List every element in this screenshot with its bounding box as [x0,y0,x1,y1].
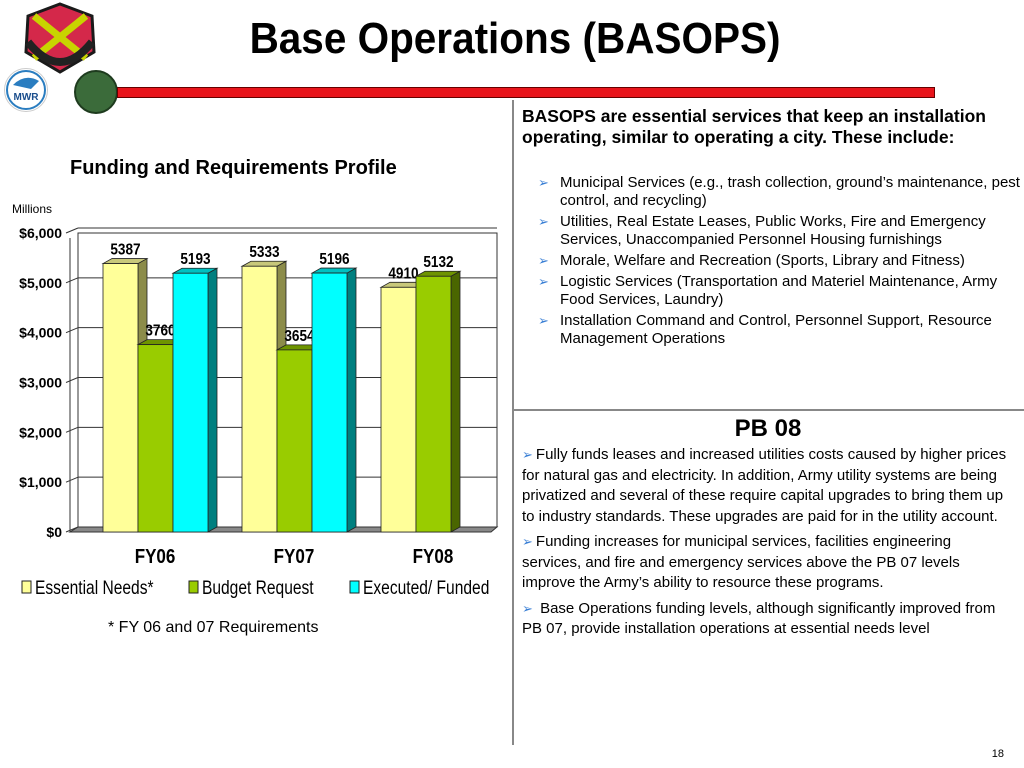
bar [415,275,452,533]
chart-title: Funding and Requirements Profile [70,157,397,179]
y-tick [65,327,79,334]
y-tick-label: $2,000 [19,424,62,440]
list-item-text: Utilities, Real Estate Leases, Public Wo… [560,213,986,248]
page-title: Base Operations (BASOPS) [249,14,781,63]
list-item: ➢ Fully funds leases and increased utilit… [522,445,1012,527]
y-tick [65,227,79,234]
arrow-bullet-icon: ➢ [522,534,533,549]
list-item-text: Logistic Services (Transportation and Ma… [560,273,998,308]
data-label: 5132 [423,254,453,271]
x-tick-label: FY06 [135,545,176,568]
crest-logo [14,2,106,74]
arrow-bullet-icon: ➢ [522,600,533,616]
y-tick-label: $6,000 [19,225,62,241]
bar [311,272,348,533]
data-label: 4910 [388,265,418,282]
svg-text:MWR: MWR [14,92,40,103]
legend-label: Essential Needs* [35,577,154,599]
y-tick [65,426,79,433]
list-item: ➢ Base Operations funding levels, althou… [522,599,1012,640]
x-tick-label: FY07 [274,545,315,568]
arrow-bullet-icon: ➢ [538,175,549,190]
mwr-logo: MWR [4,68,48,112]
y-tick [65,476,79,483]
legend-swatch [349,580,360,594]
list-item-text: Fully funds leases and increased utiliti… [522,446,1007,525]
data-label: 5333 [249,244,279,261]
bar [241,265,278,533]
arrow-bullet-icon: ➢ [538,253,549,268]
list-item: ➢ Installation Command and Control, Perso… [538,312,1023,348]
list-item-text: Base Operations funding levels, although… [522,599,996,638]
data-label: 5196 [319,251,349,268]
bar [172,272,209,533]
pb08-list: ➢ Fully funds leases and increased utilit… [522,445,1012,645]
list-item: ➢ Morale, Welfare and Recreation (Sports,… [538,252,1023,270]
bar-side [207,267,218,533]
data-label: 3760 [145,323,175,340]
column-divider [512,100,514,745]
y-axis-label: Millions [12,202,53,216]
list-item-text: Installation Command and Control, Person… [560,312,992,347]
arrow-bullet-icon: ➢ [538,313,549,328]
y-tick-label: $4,000 [19,325,62,341]
y-tick-label: $5,000 [19,275,62,291]
section-divider [512,409,1024,411]
list-item-text: Municipal Services (e.g., trash collecti… [560,174,1020,209]
page-number: 18 [991,748,1004,760]
y-tick [65,377,79,383]
bar [380,286,417,533]
title-underline-bar [117,87,935,98]
services-list: ➢ Municipal Services (e.g., trash collect… [538,174,1023,351]
eagle-seal-logo [74,70,118,114]
legend-swatch [188,580,199,594]
bar [276,349,313,533]
chart-footnote: * FY 06 and 07 Requirements [108,619,319,636]
data-label: 3654 [284,328,315,345]
legend-label: Executed/ Funded [363,577,489,599]
list-item: ➢ Funding increases for municipal service… [522,532,1012,594]
y-tick [65,526,79,533]
y-tick-label: $0 [46,524,62,540]
arrow-bullet-icon: ➢ [522,447,533,462]
y-tick-label: $1,000 [19,474,62,490]
arrow-bullet-icon: ➢ [538,274,549,289]
list-item: ➢ Municipal Services (e.g., trash collect… [538,174,1023,210]
y-tick-label: $3,000 [19,375,62,391]
data-label: 5387 [110,242,140,259]
bar-chart: $0 $1,000 $2,000 $3,000 $4,000 $5,000 $6,000 53… [19,225,499,599]
bar [137,344,174,533]
legend-swatch [21,580,32,594]
x-tick-label: FY08 [413,545,454,568]
list-item-text: Morale, Welfare and Recreation (Sports, … [560,252,965,269]
list-item: ➢ Utilities, Real Estate Leases, Public W… [538,213,1023,249]
list-item: ➢ Logistic Services (Transportation and M… [538,273,1023,309]
bar-side [346,267,357,533]
legend-label: Budget Request [202,577,314,599]
list-item-text: Funding increases for municipal services… [522,533,960,591]
pb08-heading: PB 08 [734,415,802,442]
bar-side [450,270,461,533]
intro-text: BASOPS are essential services that keep … [522,106,986,147]
data-label: 5193 [180,251,210,268]
y-tick [65,277,79,284]
arrow-bullet-icon: ➢ [538,214,549,229]
bar [102,263,139,533]
